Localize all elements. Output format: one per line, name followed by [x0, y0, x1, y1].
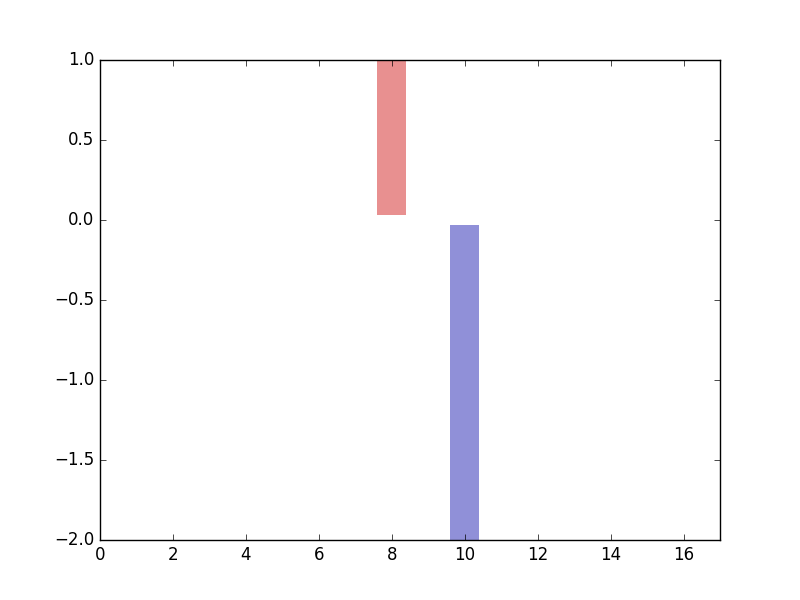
Bar	[377, 60, 406, 215]
Bar	[450, 225, 479, 540]
